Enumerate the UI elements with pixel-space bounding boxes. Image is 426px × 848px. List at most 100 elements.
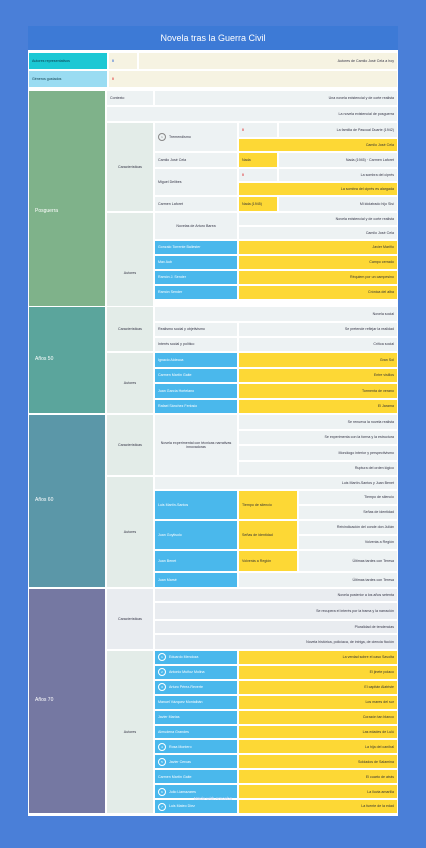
p2-caracteristicas-label: Características (106, 306, 154, 352)
p1-y4: Mi idolatrado hijo Sisí (278, 196, 398, 212)
period-anos-70: Años 70 (28, 588, 106, 814)
p4-autor-name: 7 Luis Mateo Díez (154, 799, 238, 814)
p1-autor-top: Novelas de Arturo Barea (154, 212, 238, 240)
p1-y1-num: 0 (238, 122, 278, 138)
p3-autor-work: Últimas tardes con Teresa (298, 550, 398, 572)
footer-credit: Made with Amoeba (193, 796, 233, 801)
p3-autor-mid: Tiempo de silencio (238, 490, 298, 520)
number-icon: 3 (158, 683, 166, 692)
p1-feat-a: 1 Tremendismo (154, 122, 238, 152)
period-anos-50: Años 50 (28, 306, 106, 414)
legend-autores-value: 0 (108, 52, 138, 70)
p3-autor-name: Juan Benet (154, 550, 238, 572)
p4-autor-name: Javier Marías (154, 709, 238, 725)
p4-c2: Se recupera el interés por la trama y la… (154, 602, 398, 620)
p4-c1: Novela posterior a los años setenta (154, 588, 398, 602)
p4-c3: Pluralidad de tendencias (154, 620, 398, 634)
p2-c3: Interés social y político (154, 337, 238, 352)
p1-y1: La familia de Pascual Duarte (1942) (278, 122, 398, 138)
p1-autor-name: Ramón Sender (154, 285, 238, 300)
p1-feat-d: Carmen Laforet (154, 196, 238, 212)
p3-c4: Ruptura del orden lógico (238, 460, 398, 476)
legend-autores-note: Autores de Camilo José Cela a hoy (138, 52, 398, 70)
p4-autor-name: 3 Arturo Pérez-Reverte (154, 679, 238, 695)
p3-autor-name: Juan Goytisolo (154, 520, 238, 550)
p4-autor-name: 4 Rosa Montero (154, 739, 238, 755)
p2-autores-label: Autores (106, 352, 154, 414)
p2-c2: Realismo social y objetivismo (154, 322, 238, 337)
p3-caracteristicas-label: Características (106, 414, 154, 476)
p3-autores-label: Autores (106, 476, 154, 588)
p4-autor-work: La verdad sobre el caso Savolta (238, 650, 398, 665)
p2-autor-work: Gran Sol (238, 352, 398, 368)
p4-autor-name: 2 Antonio Muñoz Molina (154, 664, 238, 680)
p3-autor-mid: Señas de identidad (238, 520, 298, 550)
p1-y3b: La sombra del ciprés es alargada (238, 182, 398, 196)
page-title: Novela tras la Guerra Civil (28, 26, 398, 50)
p3-autor-name: Luis Martín-Santos (154, 490, 238, 520)
number-icon: 1 (158, 653, 166, 662)
p4-autor-name: Manuel Vázquez Montalbán (154, 694, 238, 710)
p1-contexto-label: Contexto (106, 90, 154, 106)
p4-autor-work: La hija del caníbal (238, 739, 398, 755)
p1-y3-num: 0 (238, 168, 278, 182)
p1-contexto-1: Una novela existencial y de corte realis… (154, 90, 398, 106)
p1-autor-work: Javier Mariño (238, 240, 398, 255)
p3-autor-work2: Señas de identidad (298, 505, 398, 520)
p4-autor-name: 5 Javier Cercas (154, 754, 238, 770)
p1-contexto-2: La novela existencial de posguerra (106, 106, 398, 122)
number-icon: 4 (158, 742, 166, 751)
p4-caracteristicas-label: Características (106, 588, 154, 650)
period-anos-60: Años 60 (28, 414, 106, 588)
p4-autor-name: Almudena Grandes (154, 724, 238, 740)
p1-autor-name: Gonzalo Torrente Ballester (154, 240, 238, 255)
p4-autores-label: Autores (106, 650, 154, 814)
concept-map: Novela tras la Guerra Civil Autores repr… (28, 26, 398, 816)
p4-autor-work: Los mares del sur (238, 694, 398, 710)
p4-autor-work: Las edades de Lulú (238, 724, 398, 740)
p1-autor-name: Max Aub (154, 255, 238, 270)
p3-autor-top: Luis Martín-Santos y Juan Benet (154, 476, 398, 490)
p4-autor-work: El cuarto de atrás (238, 769, 398, 785)
p3-c2: Se experimenta con la forma y la estruct… (238, 429, 398, 445)
p4-c4: Novela histórica, policíaca, de intriga,… (154, 634, 398, 650)
p4-autor-work: Corazón tan blanco (238, 709, 398, 725)
period-posguerra: Posguerra (28, 90, 106, 334)
number-icon: 2 (158, 668, 166, 677)
number-icon: 5 (158, 757, 166, 766)
p2-autor-work: Entre visillos (238, 367, 398, 383)
p3-c3: Monólogo interior y perspectivismo (238, 445, 398, 461)
p1-autor-name: Ramón J. Sender (154, 270, 238, 285)
p1-feat-b: Camilo José Cela (154, 152, 238, 168)
p4-autor-name: Carmen Martín Gaite (154, 769, 238, 785)
p2-c3-value: Crítica social (238, 337, 398, 352)
p1-y1b: Camilo José Cela (238, 138, 398, 152)
p1-y2: Nada (1945) · Carmen Laforet (278, 152, 398, 168)
p4-autor-work: La lluvia amarilla (238, 784, 398, 800)
legend-generos-label: Géneros gustados (28, 70, 108, 88)
p2-c2-value: Se pretende reflejar la realidad (238, 322, 398, 337)
p4-autor-work: Soldados de Salamina (238, 754, 398, 770)
p1-autor-top-2: Camilo José Cela (238, 226, 398, 240)
p1-feat-b-value: Nada (238, 152, 278, 168)
number-icon: 6 (158, 787, 166, 796)
p2-autor-name: Rafael Sánchez Ferlosio (154, 398, 238, 414)
p3-c1: Se renueva la novela realista (238, 414, 398, 430)
number-icon: 7 (158, 802, 166, 811)
number-icon: 1 (158, 133, 166, 141)
p1-feat-d-value: Nada (1945) (238, 196, 278, 212)
p4-autor-work: El capitán Alatriste (238, 679, 398, 695)
p3-autor-work2: Volverás a Región (298, 535, 398, 550)
p3-autor-work: Últimas tardes con Teresa (238, 572, 398, 588)
p4-autor-name: 1 Eduardo Mendoza (154, 650, 238, 665)
legend-autores-label: Autores representativos (28, 52, 108, 70)
p3-c-main: Novela experimental con técnicas narrati… (154, 414, 238, 476)
p2-c1: Novela social (154, 306, 398, 322)
p1-y3: La sombra del ciprés (278, 168, 398, 182)
p4-autor-work: La fuente de la edad (238, 799, 398, 814)
p2-autor-work: Tormenta de verano (238, 383, 398, 399)
p1-feat-c: Miguel Delibes (154, 168, 238, 196)
p1-autor-top-1: Novela existencial y de corte realista (238, 212, 398, 226)
p2-autor-work: El Jarama (238, 398, 398, 414)
p1-autor-work: Réquiem por un campesino (238, 270, 398, 285)
